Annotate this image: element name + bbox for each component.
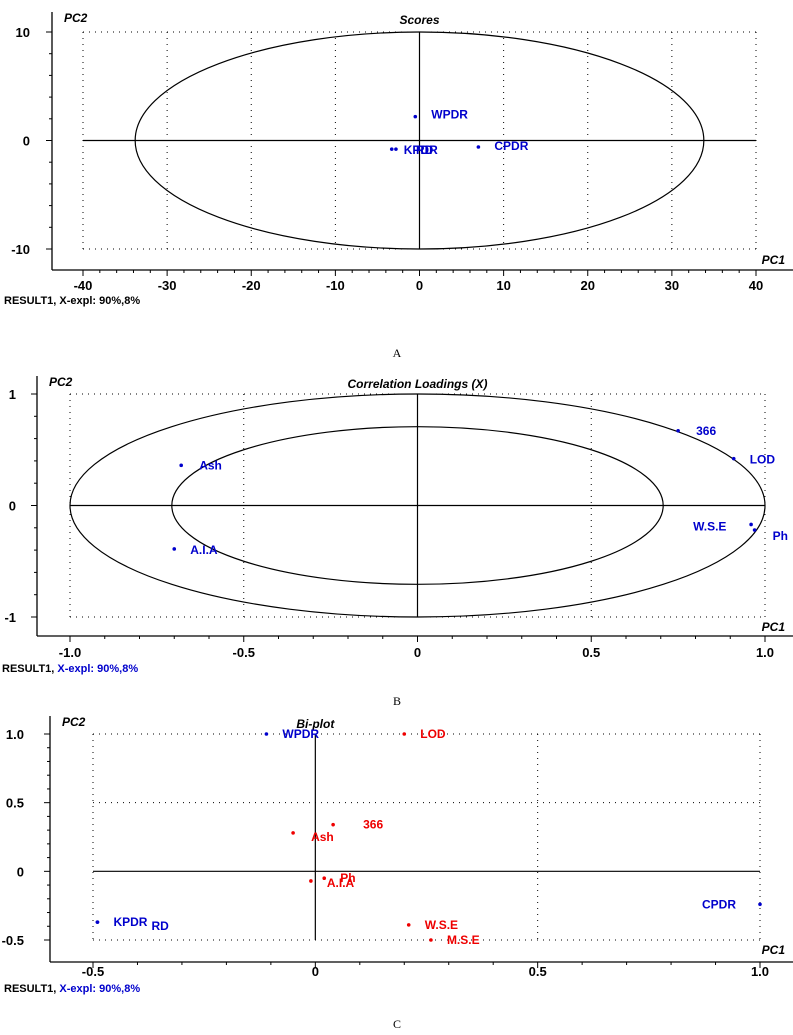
point-label: Ph xyxy=(773,529,788,543)
panel-caption: A xyxy=(393,346,402,360)
point-label: W.S.E xyxy=(425,918,458,932)
data-point xyxy=(172,547,177,551)
data-point xyxy=(95,920,100,924)
y-axis-label: PC2 xyxy=(64,11,88,25)
x-tick-label: 20 xyxy=(581,278,595,293)
y-tick-label: 0 xyxy=(9,499,16,514)
point-label: M.S.E xyxy=(447,933,480,947)
y-tick-label: 1 xyxy=(9,387,16,402)
data-point xyxy=(291,831,295,835)
x-tick-label: 10 xyxy=(496,278,510,293)
result-name: RESULT1, xyxy=(4,295,56,307)
result-footer: RESULT1, X-expl: 90%,8% xyxy=(4,295,140,307)
panel-caption: C xyxy=(393,1017,401,1031)
x-tick-label: 0 xyxy=(414,645,421,660)
point-label: LOD xyxy=(420,727,446,741)
panel-caption: B xyxy=(393,694,401,708)
data-point xyxy=(752,528,757,532)
y-tick-label: 10 xyxy=(16,25,30,40)
x-tick-label: 0 xyxy=(312,964,319,979)
x-axis-label: PC1 xyxy=(762,620,786,634)
x-tick-label: -30 xyxy=(158,278,177,293)
data-point xyxy=(389,147,394,151)
point-label: CPDR xyxy=(702,897,736,911)
y-tick-label: 0 xyxy=(17,864,24,879)
point-label: RD xyxy=(416,143,434,157)
x-tick-label: -10 xyxy=(326,278,345,293)
y-tick-label: -1 xyxy=(4,610,16,625)
y-tick-label: 1.0 xyxy=(6,727,24,742)
scores-panel: -40 -30 -20 -10 0 10 20 30 40 10 0 -10 Scores PC2 PC1 W… xyxy=(4,11,793,360)
x-tick-label: 0.5 xyxy=(529,964,547,979)
data-point xyxy=(429,938,433,942)
x-tick-label: -20 xyxy=(242,278,261,293)
x-tick-label: -0.5 xyxy=(82,964,104,979)
chart-title: Scores xyxy=(399,13,439,27)
y-tick-label: -10 xyxy=(11,242,30,257)
x-tick-label: 40 xyxy=(749,278,763,293)
x-tick-label: -40 xyxy=(74,278,93,293)
x-tick-label: -1.0 xyxy=(59,645,81,660)
point-label: CPDR xyxy=(494,139,528,153)
point-label: 366 xyxy=(363,818,383,832)
data-point xyxy=(309,879,313,883)
data-point xyxy=(749,522,753,527)
explained-variance: X-expl: 90%,8% xyxy=(54,663,138,675)
point-label: A.I.A xyxy=(327,876,355,890)
data-point xyxy=(406,923,411,927)
x-axis-label: PC1 xyxy=(762,943,786,957)
point-label: KPDR xyxy=(113,915,147,929)
point-label: Ash xyxy=(199,458,222,472)
data-point xyxy=(731,456,736,461)
point-label: W.S.E xyxy=(693,519,726,533)
x-axis-label: PC1 xyxy=(762,253,786,267)
data-point xyxy=(322,876,327,880)
result-name: RESULT1, xyxy=(2,663,54,675)
data-point xyxy=(179,463,183,468)
x-tick-label: 1.0 xyxy=(756,645,774,660)
y-axis-label: PC2 xyxy=(62,715,86,729)
data-point xyxy=(476,145,481,149)
x-tick-label: 30 xyxy=(665,278,679,293)
point-label: WPDR xyxy=(431,108,468,122)
result-footer: RESULT1, X-expl: 90%,8% xyxy=(4,983,140,995)
result-footer: RESULT1, X-expl: 90%,8% xyxy=(2,663,138,675)
y-tick-label: 0 xyxy=(23,134,30,149)
y-tick-label: -0.5 xyxy=(2,933,24,948)
x-tick-label: 1.0 xyxy=(751,964,769,979)
chart-title: Bi-plot xyxy=(296,717,335,731)
data-point xyxy=(413,114,418,119)
chart-title: Correlation Loadings (X) xyxy=(347,377,487,391)
point-label: WPDR xyxy=(282,727,319,741)
explained-variance: X-expl: 90%,8% xyxy=(56,983,140,995)
point-label: RD xyxy=(151,919,169,933)
data-point xyxy=(264,732,269,736)
x-tick-label: 0.5 xyxy=(582,645,600,660)
bi-plot-panel: -0.5 0 0.5 1.0 1.0 0.5 0 -0.5 Bi-plot PC2 PC1 WPDR L… xyxy=(2,715,793,1031)
point-label: Ph xyxy=(340,871,355,885)
explained-variance: X-expl: 90%,8% xyxy=(56,295,140,307)
x-tick-label: -0.5 xyxy=(233,645,255,660)
y-tick-label: 0.5 xyxy=(6,796,24,811)
point-label: KPDR xyxy=(404,143,438,157)
point-label: LOD xyxy=(750,453,776,467)
point-label: A.I.A xyxy=(190,543,218,557)
x-tick-label: 0 xyxy=(416,278,423,293)
data-point xyxy=(758,902,762,907)
data-point xyxy=(402,732,407,736)
result-name: RESULT1, xyxy=(4,983,56,995)
data-point xyxy=(331,822,335,827)
correlation-loadings-panel: -1.0 -0.5 0 0.5 1.0 1 0 -1 Correlation Loadings … xyxy=(2,375,793,708)
data-point xyxy=(394,147,398,151)
data-point xyxy=(676,428,680,433)
y-axis-label: PC2 xyxy=(49,375,73,389)
point-label: 366 xyxy=(696,424,716,438)
point-label: Ash xyxy=(311,830,334,844)
